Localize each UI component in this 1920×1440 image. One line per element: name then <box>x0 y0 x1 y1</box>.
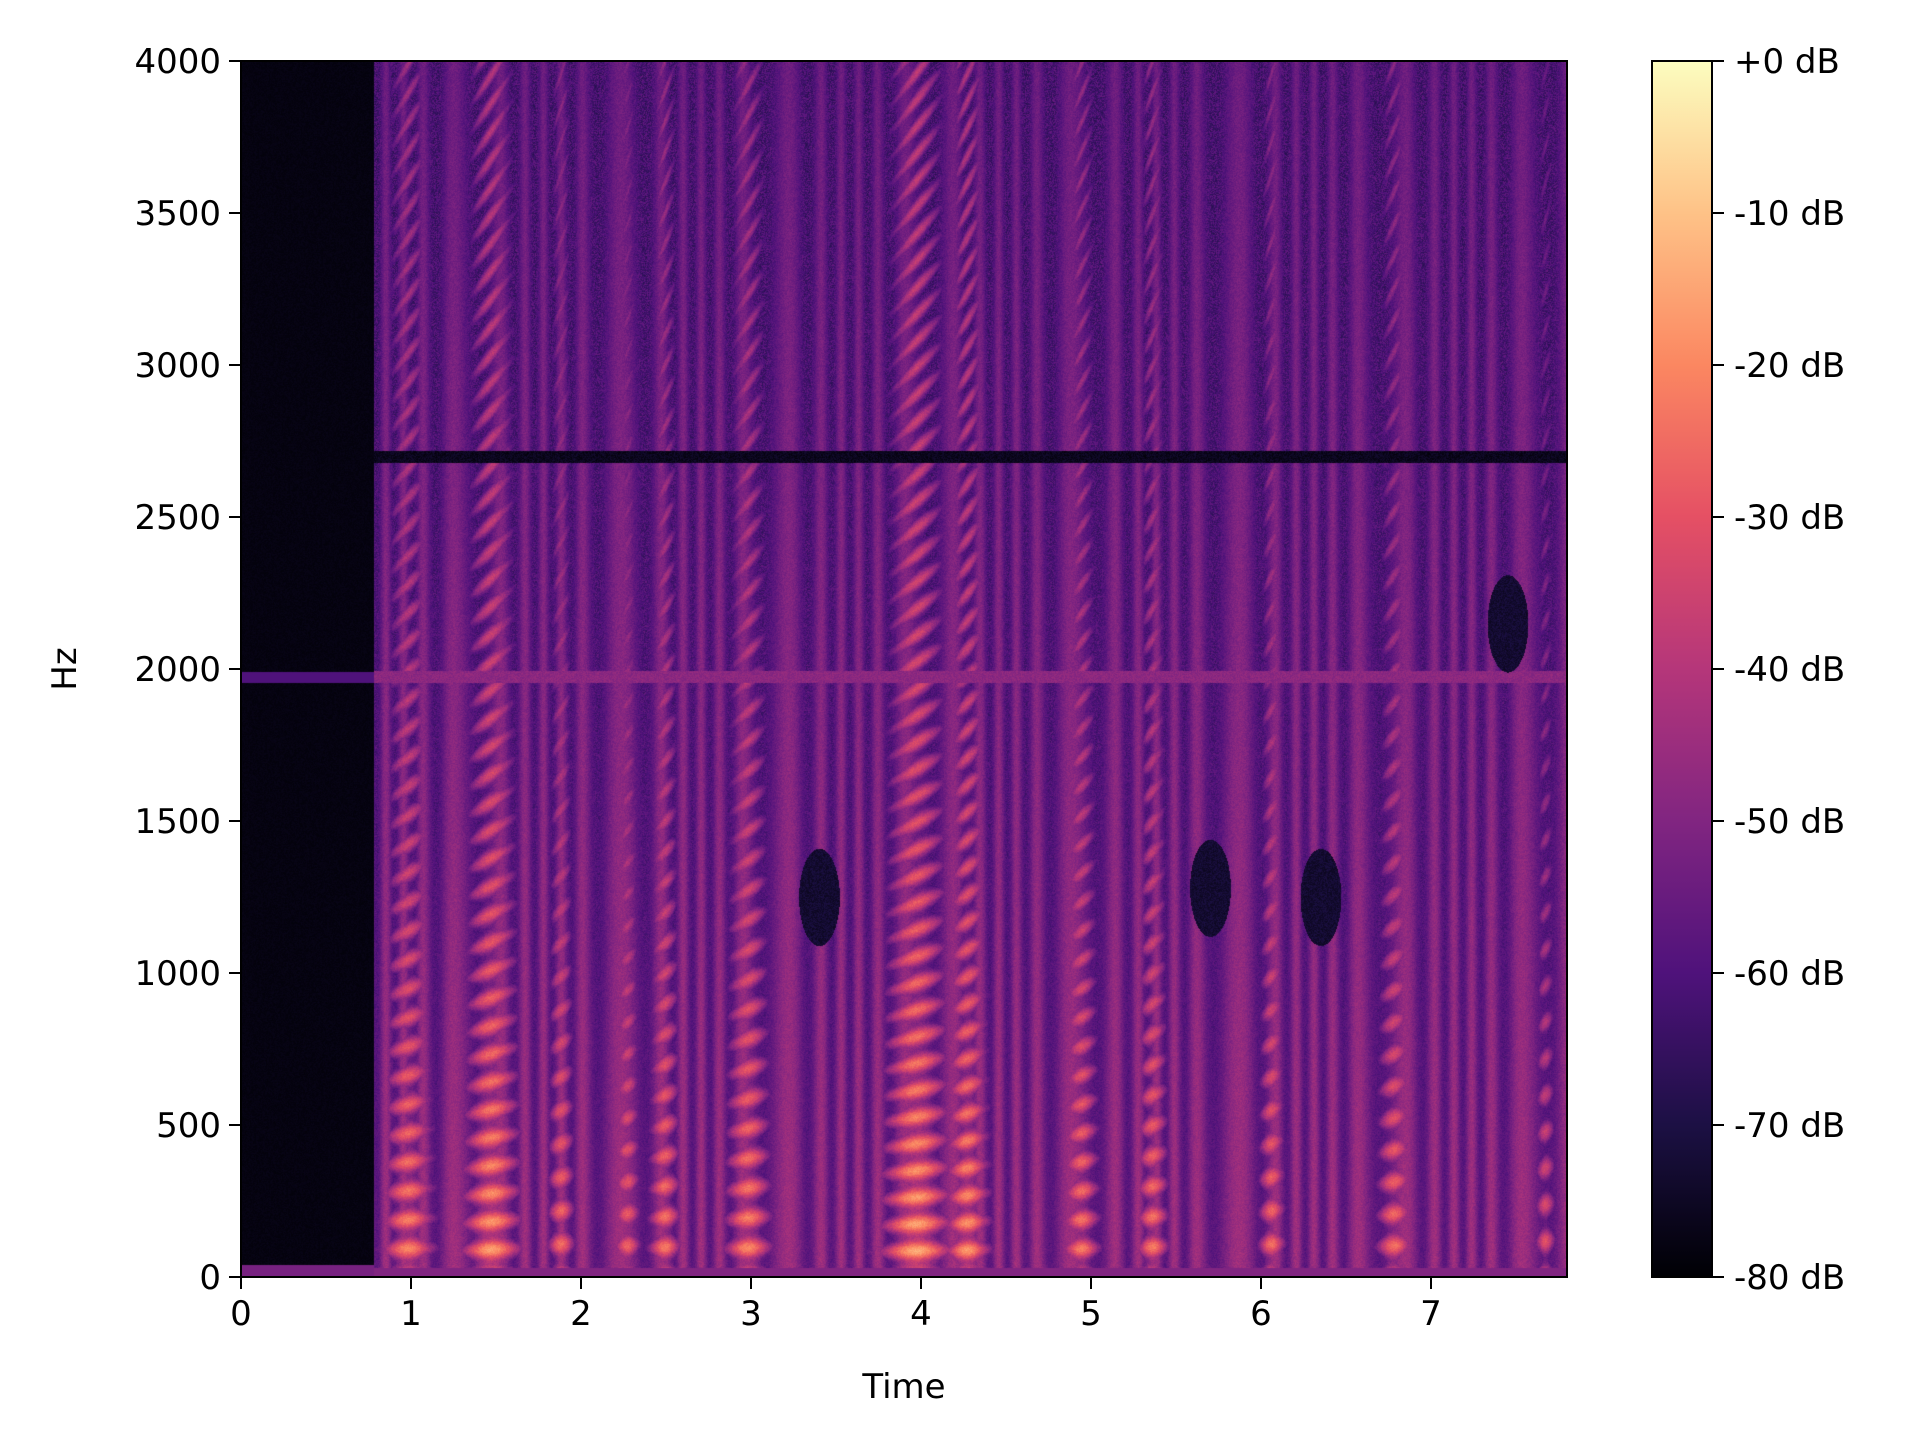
y-tick-label: 2000 <box>134 650 221 690</box>
x-tick-label: 0 <box>230 1294 252 1334</box>
colorbar-tick-label: -20 dB <box>1734 346 1845 386</box>
y-tick-label: 4000 <box>134 42 221 82</box>
colorbar-ticks: +0 dB -10 dB -20 dB -30 dB -40 dB -50 dB -60 d… <box>1712 42 1845 1298</box>
y-tick-label: 3000 <box>134 346 221 386</box>
spectrogram-plot <box>240 60 1568 1278</box>
y-tick-label: 1000 <box>134 954 221 994</box>
colorbar-gradient <box>1651 60 1713 1278</box>
colorbar: +0 dB -10 dB -20 dB -30 dB -40 dB -50 dB -60 d… <box>1651 42 1845 1298</box>
colorbar-tick-label: +0 dB <box>1734 42 1840 82</box>
x-axis-label: Time <box>861 1367 945 1407</box>
colorbar-tick-label: -30 dB <box>1734 498 1845 538</box>
y-axis: 0 500 1000 1500 2000 2500 3000 3500 4000 <box>134 42 241 1298</box>
x-tick-label: 1 <box>400 1294 422 1334</box>
x-tick-label: 2 <box>570 1294 592 1334</box>
colorbar-tick-label: -80 dB <box>1734 1258 1845 1298</box>
colorbar-tick-label: -10 dB <box>1734 194 1845 234</box>
y-tick-label: 2500 <box>134 498 221 538</box>
y-tick-label: 1500 <box>134 802 221 842</box>
x-tick-label: 6 <box>1250 1294 1272 1334</box>
colorbar-tick-label: -60 dB <box>1734 954 1845 994</box>
colorbar-tick-label: -50 dB <box>1734 802 1845 842</box>
x-tick-label: 4 <box>910 1294 932 1334</box>
spectrogram-heatmap <box>241 61 1567 1277</box>
colorbar-tick-label: -40 dB <box>1734 650 1845 690</box>
x-axis: 0 1 2 3 4 5 6 7 <box>230 1277 1442 1334</box>
y-axis-label: Hz <box>45 647 85 690</box>
y-tick-label: 500 <box>156 1106 221 1146</box>
x-tick-label: 7 <box>1420 1294 1442 1334</box>
colorbar-tick-label: -70 dB <box>1734 1106 1845 1146</box>
y-tick-label: 3500 <box>134 194 221 234</box>
y-tick-label: 0 <box>199 1258 221 1298</box>
x-tick-label: 5 <box>1080 1294 1102 1334</box>
x-tick-label: 3 <box>740 1294 762 1334</box>
